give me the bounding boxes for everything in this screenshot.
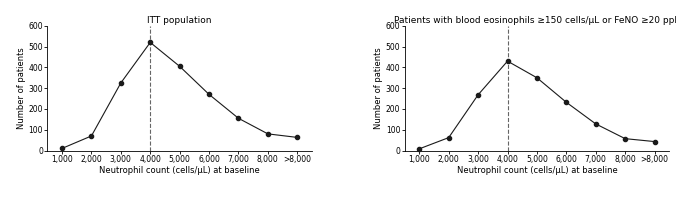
Y-axis label: Number of patients: Number of patients bbox=[17, 47, 26, 129]
Title: Patients with blood eosinophils ≥150 cells/μL or FeNO ≥20 ppb: Patients with blood eosinophils ≥150 cel… bbox=[394, 16, 676, 25]
X-axis label: Neutrophil count (cells/μL) at baseline: Neutrophil count (cells/μL) at baseline bbox=[456, 166, 617, 175]
Y-axis label: Number of patients: Number of patients bbox=[374, 47, 383, 129]
Title: ITT population: ITT population bbox=[147, 16, 212, 25]
X-axis label: Neutrophil count (cells/μL) at baseline: Neutrophil count (cells/μL) at baseline bbox=[99, 166, 260, 175]
